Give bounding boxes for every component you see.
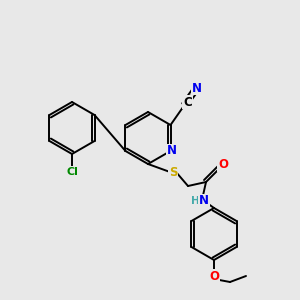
Text: Cl: Cl [66, 167, 78, 177]
Text: C: C [183, 95, 192, 109]
Text: H: H [190, 196, 200, 206]
Text: N: N [191, 82, 202, 94]
Text: O: O [209, 269, 219, 283]
Text: N: N [167, 145, 176, 158]
Text: N: N [199, 194, 209, 208]
Text: S: S [169, 166, 177, 178]
Text: O: O [218, 158, 228, 172]
